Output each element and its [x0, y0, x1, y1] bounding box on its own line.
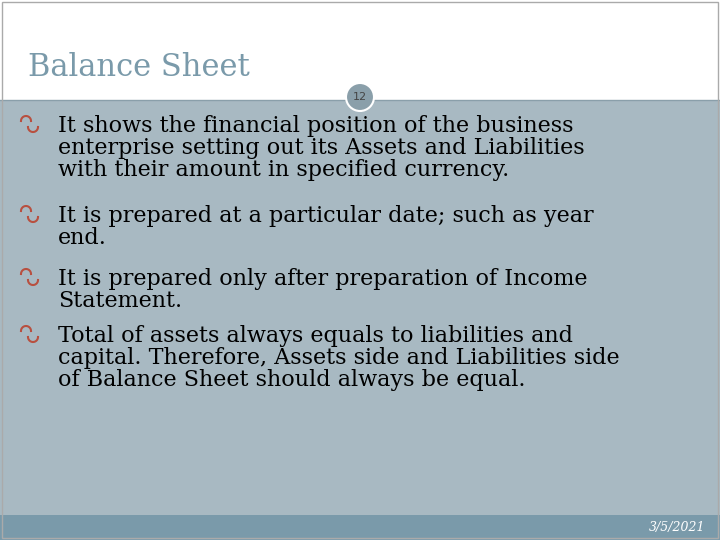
- Text: Total of assets always equals to liabilities and: Total of assets always equals to liabili…: [58, 325, 573, 347]
- Text: end.: end.: [58, 227, 107, 249]
- Text: of Balance Sheet should always be equal.: of Balance Sheet should always be equal.: [58, 369, 526, 391]
- Text: It is prepared only after preparation of Income: It is prepared only after preparation of…: [58, 268, 588, 290]
- Text: It is prepared at a particular date; such as year: It is prepared at a particular date; suc…: [58, 205, 593, 227]
- Text: It shows the financial position of the business: It shows the financial position of the b…: [58, 115, 574, 137]
- FancyBboxPatch shape: [0, 0, 720, 100]
- Circle shape: [346, 83, 374, 111]
- FancyBboxPatch shape: [0, 515, 720, 540]
- Text: Balance Sheet: Balance Sheet: [28, 52, 250, 84]
- Text: Statement.: Statement.: [58, 290, 182, 312]
- Text: 12: 12: [353, 92, 367, 102]
- Text: with their amount in specified currency.: with their amount in specified currency.: [58, 159, 509, 181]
- Text: capital. Therefore, Assets side and Liabilities side: capital. Therefore, Assets side and Liab…: [58, 347, 620, 369]
- Text: 3/5/2021: 3/5/2021: [649, 521, 705, 534]
- Text: enterprise setting out its Assets and Liabilities: enterprise setting out its Assets and Li…: [58, 137, 585, 159]
- FancyBboxPatch shape: [0, 100, 720, 515]
